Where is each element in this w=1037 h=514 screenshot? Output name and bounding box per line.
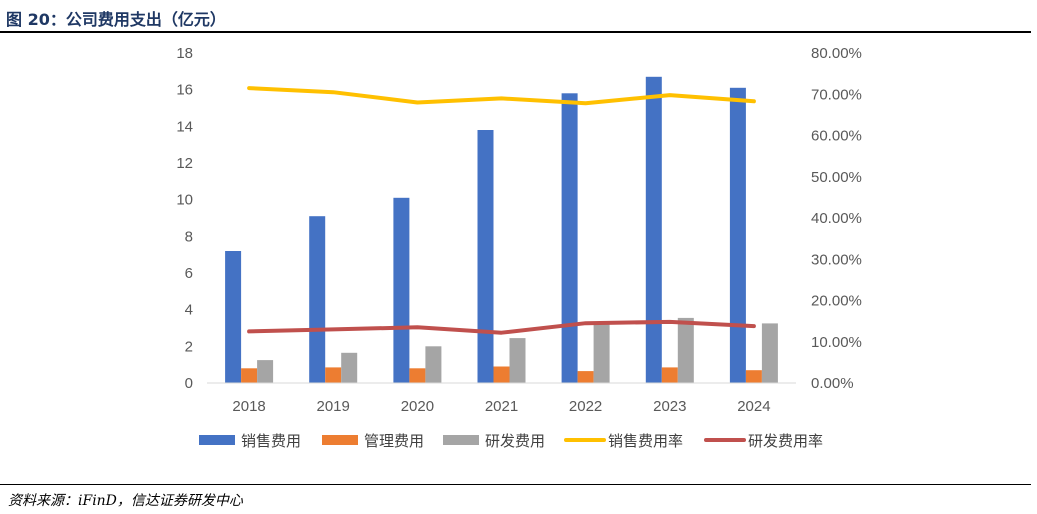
legend-label: 管理费用	[364, 432, 424, 450]
legend-item-研发费用: 研发费用	[443, 432, 545, 450]
left-tick-label: 0	[185, 375, 193, 392]
left-tick-label: 14	[176, 118, 193, 135]
line-研发费用率	[247, 319, 756, 335]
bar-管理费用-2021	[493, 366, 510, 383]
bar-管理费用-2018	[241, 368, 258, 383]
right-tick-label: 30.00%	[811, 251, 862, 268]
legend-item-管理费用: 管理费用	[322, 432, 424, 450]
right-tick-label: 60.00%	[811, 128, 862, 145]
bar-销售费用-2024	[729, 87, 746, 384]
bar-销售费用-2019	[309, 216, 326, 383]
bar-研发费用-2020	[425, 346, 442, 383]
right-tick-label: 70.00%	[811, 86, 862, 103]
left-tick-label: 6	[185, 265, 193, 282]
chart-legend: 销售费用 管理费用 研发费用 销售费用率 研发费用率	[199, 432, 823, 450]
right-tick-label: 80.00%	[811, 45, 862, 62]
left-axis-ticks: 0 2 4 6 8 10 12 14 16 18	[176, 45, 193, 392]
legend-label: 研发费用	[485, 432, 545, 450]
line-layer	[247, 86, 756, 335]
bar-研发费用-2018	[257, 360, 274, 383]
bar-销售费用-2021	[477, 130, 494, 383]
x-tick-label: 2018	[232, 398, 265, 415]
left-tick-label: 8	[185, 228, 193, 245]
bar-管理费用-2023	[661, 367, 678, 383]
x-tick-label: 2022	[569, 398, 602, 415]
top-divider	[0, 31, 1031, 33]
right-tick-label: 0.00%	[811, 375, 854, 392]
x-tick-label: 2023	[653, 398, 686, 415]
left-tick-label: 10	[176, 192, 193, 209]
figure-title: 图 20：公司费用支出（亿元）	[6, 10, 226, 29]
right-tick-label: 40.00%	[811, 210, 862, 227]
legend-item-销售费用率: 销售费用率	[564, 432, 683, 450]
left-tick-label: 16	[176, 82, 193, 99]
bar-管理费用-2019	[325, 367, 342, 383]
x-tick-label: 2020	[401, 398, 434, 415]
bar-销售费用-2022	[561, 93, 578, 384]
bar-管理费用-2020	[409, 368, 426, 383]
x-tick-label: 2021	[485, 398, 518, 415]
right-tick-label: 50.00%	[811, 169, 862, 186]
x-axis-ticks: 2018 2019 2020 2021 2022 2023 2024	[232, 398, 770, 415]
bar-管理费用-2022	[577, 371, 594, 383]
bar-销售费用-2020	[393, 197, 410, 383]
right-axis-ticks: 0.00% 10.00% 20.00% 30.00% 40.00% 50.00% 60.00…	[811, 45, 862, 392]
bar-销售费用-2018	[225, 251, 242, 383]
bar-研发费用-2022	[593, 322, 610, 383]
bar-layer	[225, 76, 778, 384]
bar-研发费用-2023	[677, 317, 694, 383]
bar-管理费用-2024	[745, 370, 762, 383]
expense-chart: 0 2 4 6 8 10 12 14 16 18 0.00% 10.00% 20.00% 30.00% 4…	[176, 45, 862, 450]
legend-label: 销售费用率	[608, 432, 683, 450]
x-tick-label: 2019	[317, 398, 350, 415]
left-tick-label: 18	[176, 45, 193, 62]
bar-研发费用-2021	[509, 338, 526, 383]
legend-label: 销售费用	[241, 432, 301, 450]
legend-swatch	[322, 435, 358, 445]
bar-研发费用-2024	[761, 323, 778, 383]
legend-item-研发费用率: 研发费用率	[704, 432, 823, 450]
bar-研发费用-2019	[341, 352, 358, 384]
legend-label: 研发费用率	[748, 432, 823, 450]
legend-swatch	[443, 435, 479, 445]
right-tick-label: 20.00%	[811, 293, 862, 310]
legend-item-销售费用: 销售费用	[199, 432, 301, 450]
bottom-divider	[0, 484, 1031, 485]
x-tick-label: 2024	[737, 398, 770, 415]
source-note: 资料来源：iFinD，信达证券研发中心	[8, 493, 243, 509]
line-销售费用率	[247, 86, 756, 106]
bar-销售费用-2023	[645, 76, 662, 384]
left-tick-label: 12	[176, 155, 193, 172]
left-tick-label: 2	[185, 338, 193, 355]
right-tick-label: 10.00%	[811, 334, 862, 351]
left-tick-label: 4	[185, 302, 193, 319]
legend-swatch	[199, 435, 235, 445]
